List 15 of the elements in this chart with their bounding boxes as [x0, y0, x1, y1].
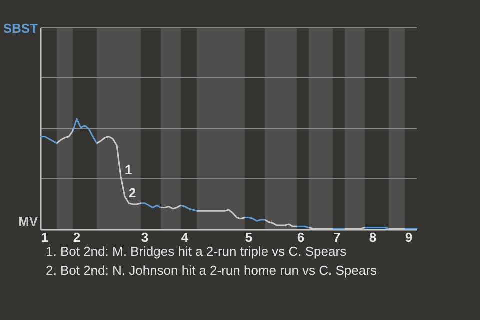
x-tick-label: 8	[369, 230, 377, 246]
annotation: 2	[129, 186, 136, 201]
x-tick-label: 5	[245, 230, 253, 246]
text: 1. Bot 2nd: M. Bridges hit a 2-run triple vs C. Spears	[46, 244, 348, 259]
text: MV	[18, 214, 38, 229]
x-tick-label: 4	[181, 230, 190, 246]
text: 2. Bot 2nd: N. Johnson hit a 2-run home run vs C. Spears	[46, 263, 378, 278]
x-tick-label: 6	[297, 230, 305, 246]
x-tick-label: 3	[141, 230, 149, 246]
x-tick-label: 7	[333, 230, 341, 246]
text: SBST	[3, 21, 38, 36]
x-tick-label: 2	[73, 230, 81, 246]
x-tick-label: 1	[41, 230, 49, 246]
annotation: 1	[125, 162, 132, 178]
x-tick-label: 9	[405, 230, 413, 246]
